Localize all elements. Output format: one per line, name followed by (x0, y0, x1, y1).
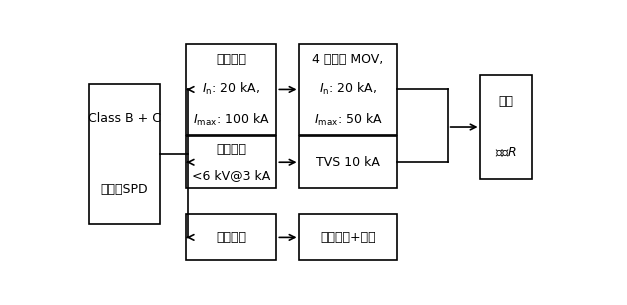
Text: $I_{\mathrm{max}}$: 50 kA: $I_{\mathrm{max}}$: 50 kA (314, 112, 382, 127)
Text: 4 片并联 MOV,: 4 片并联 MOV, (312, 53, 384, 66)
Bar (300, 44, 397, 135)
Text: $I_{\mathrm{n}}$: 20 kA,: $I_{\mathrm{n}}$: 20 kA, (319, 81, 377, 98)
Text: $I_{\mathrm{n}}$: 20 kA,: $I_{\mathrm{n}}$: 20 kA, (203, 81, 261, 98)
Bar (186, 136, 277, 188)
Text: $I_{\mathrm{max}}$: 100 kA: $I_{\mathrm{max}}$: 100 kA (193, 112, 270, 127)
Text: 电阻$R$: 电阻$R$ (495, 146, 517, 160)
Text: TVS 10 kA: TVS 10 kA (316, 156, 380, 169)
Bar (186, 214, 277, 260)
Text: 微动开关+脱扣: 微动开关+脱扣 (320, 231, 376, 244)
Bar (89, 84, 160, 224)
Text: 限制电压: 限制电压 (216, 143, 246, 156)
Text: Class B + C: Class B + C (88, 112, 161, 125)
Bar (186, 44, 277, 135)
Bar (480, 75, 532, 179)
Text: 退耦: 退耦 (498, 95, 514, 108)
Text: 远程告警: 远程告警 (216, 231, 246, 244)
Bar (300, 136, 397, 188)
Text: 组合型SPD: 组合型SPD (101, 183, 149, 196)
Text: <6 kV@3 kA: <6 kV@3 kA (192, 169, 271, 182)
Text: 泄放电流: 泄放电流 (216, 53, 246, 66)
Bar (300, 214, 397, 260)
